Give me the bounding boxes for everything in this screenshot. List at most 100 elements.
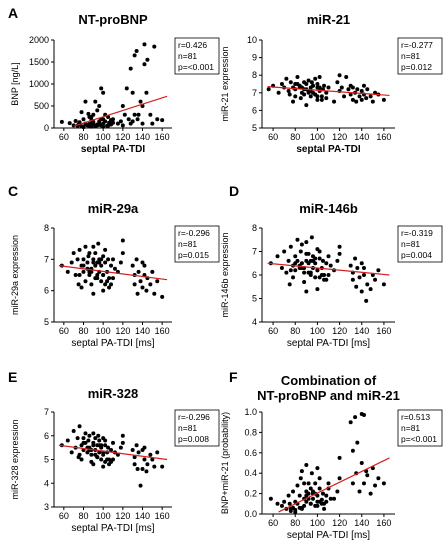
data-point	[302, 270, 307, 275]
data-point	[132, 462, 137, 467]
data-point	[107, 276, 112, 281]
data-point	[370, 99, 375, 104]
data-point	[317, 486, 322, 491]
data-point	[288, 80, 293, 85]
data-point	[136, 112, 141, 117]
data-point	[319, 94, 324, 99]
stats-text: n=81	[178, 423, 197, 433]
data-point	[286, 258, 291, 263]
data-point	[120, 433, 125, 438]
x-tick-label: 100	[96, 132, 111, 142]
data-point	[144, 469, 149, 474]
data-point	[91, 443, 96, 448]
y-tick-label: 8	[252, 70, 257, 80]
data-point	[319, 97, 324, 102]
data-point	[337, 476, 342, 481]
data-point	[111, 117, 115, 122]
data-point	[355, 440, 360, 445]
data-point	[279, 265, 284, 270]
data-point	[109, 448, 114, 452]
data-point	[295, 237, 300, 242]
data-point	[111, 440, 115, 445]
axes-frame	[53, 228, 172, 323]
axes-frame	[53, 40, 172, 129]
x-axis-label: septal PA-TDI	[81, 144, 145, 155]
y-tick-label: 1.0	[244, 407, 257, 417]
data-point	[279, 82, 284, 86]
data-point	[304, 493, 309, 498]
y-tick-label: 6	[252, 105, 257, 115]
data-point	[342, 94, 347, 99]
data-point	[91, 291, 96, 296]
data-point	[73, 273, 78, 277]
data-point	[337, 73, 342, 78]
x-axis-label: septal PA-TDI [ms]	[71, 338, 154, 349]
data-point	[91, 260, 96, 265]
data-point	[313, 92, 318, 97]
stats-text: n=81	[178, 51, 197, 61]
data-point	[97, 450, 102, 455]
data-point	[138, 99, 143, 104]
x-tick-label: 60	[268, 132, 278, 142]
x-axis-label: septal PA-TDI	[296, 144, 360, 155]
data-point	[112, 266, 117, 271]
data-point	[91, 244, 96, 249]
data-point	[81, 263, 86, 268]
y-axis-label: miR-29a expression	[10, 235, 20, 315]
data-point	[310, 496, 315, 501]
data-point	[109, 263, 114, 268]
data-point	[293, 254, 298, 259]
data-point	[103, 443, 108, 448]
data-point	[295, 74, 300, 79]
data-point	[96, 433, 101, 438]
data-point	[361, 83, 366, 88]
data-point	[138, 279, 143, 284]
data-point	[71, 429, 76, 433]
data-point	[359, 461, 364, 465]
data-point	[122, 112, 127, 117]
regression-line	[267, 86, 390, 97]
data-point	[306, 78, 311, 83]
data-point	[120, 238, 125, 243]
data-point	[332, 99, 337, 104]
y-tick-label: 0.2	[244, 489, 257, 499]
y-tick-label: 5	[44, 455, 49, 465]
x-tick-label: 160	[376, 326, 391, 336]
data-point	[381, 481, 386, 486]
data-point	[142, 263, 147, 268]
data-point	[145, 462, 150, 467]
data-point	[337, 251, 342, 256]
data-point	[81, 117, 86, 122]
panel-title: miR-21	[307, 12, 350, 27]
data-point	[134, 257, 139, 262]
y-tick-label: 1500	[29, 57, 49, 67]
data-point	[359, 89, 364, 94]
data-point	[315, 466, 320, 471]
stats-text: p=<0.001	[401, 434, 437, 444]
data-point	[293, 261, 298, 266]
data-point	[368, 287, 373, 292]
data-point	[150, 121, 155, 126]
data-point	[308, 486, 313, 491]
stats-box	[397, 225, 443, 263]
data-point	[132, 112, 137, 117]
y-tick-label: 0.4	[244, 468, 257, 478]
stats-text: r=0.513	[401, 412, 430, 422]
data-point	[91, 462, 96, 467]
data-point	[326, 85, 331, 90]
x-tick-label: 100	[310, 326, 325, 336]
y-tick-label: 9	[252, 53, 257, 63]
stats-text: p=0.012	[401, 62, 432, 72]
regression-line	[267, 262, 390, 276]
data-point	[134, 49, 139, 53]
data-point	[317, 499, 322, 504]
data-point	[111, 457, 115, 462]
data-point	[266, 87, 271, 92]
data-point	[96, 241, 101, 246]
x-tick-label: 160	[376, 132, 391, 142]
data-point	[348, 92, 353, 97]
stats-text: n=81	[401, 423, 420, 433]
data-point	[83, 244, 88, 249]
